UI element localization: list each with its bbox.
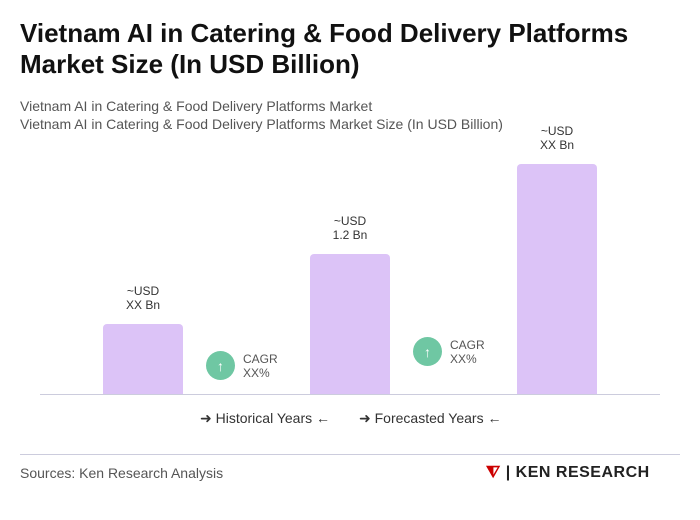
cagr-label: CAGR [450, 337, 485, 352]
legend-forecasted: ➜ Forecasted Years ← [359, 410, 502, 426]
arrow-up-icon: ↑ [206, 351, 235, 380]
cagr-badge-1: ↑ CAGR XX% [206, 351, 278, 380]
cagr-badge-2: ↑ CAGR XX% [413, 337, 485, 366]
bar [310, 254, 390, 394]
data-label: ~USD 1.2 Bn [332, 214, 368, 242]
legend-historical: ➜ Historical Years ← [200, 410, 331, 426]
chart-title: Vietnam AI in Catering & Food Delivery P… [20, 18, 629, 79]
cagr-value: XX% [243, 365, 270, 380]
logo-text: KEN RESEARCH [515, 464, 650, 481]
subtitle-1: Vietnam AI in Catering & Food Delivery P… [20, 98, 373, 114]
logo-icon: ⧨ [486, 464, 501, 481]
legend-label: Historical Years [215, 410, 313, 426]
cagr-value: XX% [450, 351, 477, 366]
arrow-up-icon: ↑ [413, 337, 442, 366]
x-axis [40, 394, 660, 395]
legend-label: Forecasted Years [374, 410, 484, 426]
source-text: Sources: Ken Research Analysis [20, 465, 224, 481]
subtitle-2: Vietnam AI in Catering & Food Delivery P… [20, 116, 503, 132]
bar [517, 164, 597, 394]
footer-divider [20, 454, 680, 455]
bar [103, 324, 183, 394]
data-label: ~USD XX Bn [125, 284, 161, 312]
cagr-label: CAGR [243, 351, 278, 366]
data-label: ~USD XX Bn [539, 124, 575, 153]
ken-research-logo: ⧨ | KEN RESEARCH [486, 464, 650, 481]
